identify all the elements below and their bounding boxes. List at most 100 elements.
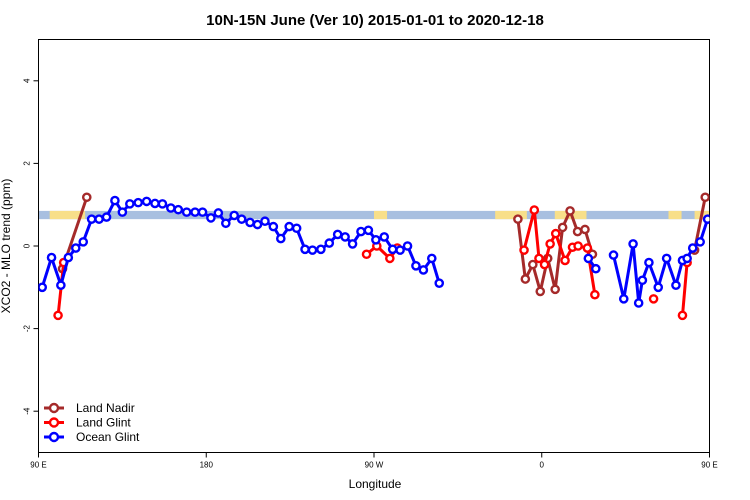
data-point bbox=[141, 196, 152, 207]
x-axis-ticks: 90 E 180 90 W 0 90 E bbox=[30, 452, 718, 470]
data-point bbox=[173, 204, 184, 215]
data-point bbox=[545, 239, 555, 249]
x-tick-label: 180 bbox=[200, 461, 214, 470]
data-point bbox=[356, 226, 366, 237]
y-axis-ticks: -4 -2 0 2 4 bbox=[23, 78, 39, 415]
data-point bbox=[56, 280, 66, 291]
y-axis-label: XCO2 - MLO trend (ppm) bbox=[0, 179, 13, 314]
land-ocean-band bbox=[38, 210, 710, 220]
data-point bbox=[236, 214, 247, 224]
legend-label: Land Glint bbox=[76, 416, 131, 430]
data-point bbox=[101, 212, 112, 222]
legend-marker bbox=[48, 417, 60, 428]
data-point bbox=[682, 253, 692, 264]
data-point bbox=[252, 219, 263, 230]
x-tick-label: 0 bbox=[540, 461, 545, 470]
data-point bbox=[371, 235, 381, 245]
data-point bbox=[719, 213, 726, 220]
data-point bbox=[661, 253, 672, 264]
data-point bbox=[572, 226, 583, 237]
data-point bbox=[63, 252, 74, 263]
data-point bbox=[363, 225, 374, 236]
data-point bbox=[206, 213, 216, 223]
data-point bbox=[379, 232, 390, 242]
data-point bbox=[229, 210, 240, 221]
data-point bbox=[291, 223, 302, 234]
series-ocean-glint bbox=[38, 195, 742, 308]
legend-label: Ocean Glint bbox=[76, 430, 140, 444]
data-point bbox=[557, 222, 568, 233]
data-point bbox=[520, 274, 531, 284]
data-point bbox=[695, 237, 705, 247]
data-point bbox=[687, 243, 698, 253]
data-point bbox=[653, 282, 664, 293]
data-point bbox=[245, 217, 255, 228]
data-point bbox=[260, 216, 270, 227]
data-point bbox=[702, 214, 710, 224]
data-point bbox=[528, 259, 538, 270]
data-point bbox=[580, 224, 590, 235]
data-point bbox=[550, 228, 561, 239]
data-point bbox=[213, 208, 224, 218]
data-point bbox=[78, 237, 89, 247]
legend-marker bbox=[48, 402, 60, 414]
data-point bbox=[411, 261, 421, 271]
y-tick-label: -2 bbox=[23, 324, 32, 332]
data-point bbox=[628, 239, 638, 249]
data-point bbox=[633, 298, 644, 308]
data-point bbox=[133, 197, 144, 208]
data-point bbox=[590, 289, 600, 300]
data-point bbox=[395, 245, 405, 255]
data-point bbox=[519, 245, 529, 255]
data-point bbox=[418, 265, 429, 275]
data-point bbox=[565, 206, 575, 216]
data-point bbox=[340, 232, 350, 242]
data-point bbox=[324, 238, 335, 248]
data-point bbox=[300, 244, 310, 255]
data-point bbox=[387, 244, 398, 255]
data-point bbox=[190, 207, 200, 217]
data-point bbox=[513, 214, 523, 224]
data-point bbox=[671, 280, 681, 291]
data-point bbox=[117, 207, 128, 217]
data-point bbox=[727, 197, 734, 204]
x-tick-label: 90 E bbox=[701, 461, 717, 470]
data-point bbox=[316, 244, 326, 255]
series-land-glint bbox=[53, 205, 692, 321]
data-point bbox=[347, 239, 358, 249]
data-point bbox=[221, 218, 231, 229]
land-band-segment bbox=[495, 210, 527, 220]
legend-marker bbox=[48, 431, 60, 443]
data-point bbox=[38, 282, 48, 293]
data-point bbox=[361, 249, 372, 260]
y-tick-label: 2 bbox=[23, 161, 32, 166]
data-point bbox=[618, 294, 629, 304]
data-point bbox=[534, 253, 544, 264]
series-line bbox=[681, 262, 689, 316]
data-point bbox=[110, 195, 120, 206]
legend-label: Land Nadir bbox=[76, 401, 135, 415]
data-point bbox=[582, 243, 593, 253]
data-point bbox=[426, 253, 437, 264]
data-point bbox=[735, 209, 742, 216]
data-point bbox=[268, 221, 279, 232]
data-point bbox=[81, 192, 92, 203]
data-point bbox=[276, 233, 286, 244]
data-point bbox=[125, 199, 135, 209]
data-point bbox=[608, 250, 619, 260]
data-point bbox=[94, 214, 104, 224]
data-point bbox=[711, 216, 718, 223]
data-point bbox=[573, 241, 583, 251]
data-point bbox=[550, 284, 560, 295]
x-tick-label: 90 W bbox=[365, 461, 384, 470]
data-point bbox=[157, 199, 168, 209]
series-layer bbox=[38, 192, 742, 321]
chart-title: 10N-15N June (Ver 10) 2015-01-01 to 2020… bbox=[206, 12, 544, 29]
series-land-nadir bbox=[57, 192, 710, 297]
data-point bbox=[637, 275, 648, 286]
data-point bbox=[648, 294, 659, 304]
data-point bbox=[529, 205, 540, 215]
data-point bbox=[86, 214, 97, 224]
